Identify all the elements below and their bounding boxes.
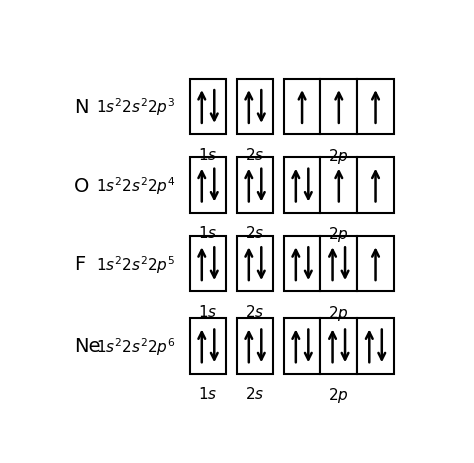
Text: $1s^22s^22p^6$: $1s^22s^22p^6$: [96, 335, 175, 357]
Text: $2s$: $2s$: [246, 146, 264, 162]
Bar: [237, 319, 273, 374]
Text: $2s$: $2s$: [246, 385, 264, 401]
Bar: [357, 80, 394, 135]
Text: $1s^22s^22p^4$: $1s^22s^22p^4$: [96, 175, 175, 196]
Bar: [320, 158, 357, 213]
Bar: [190, 80, 227, 135]
Text: $1s^22s^22p^5$: $1s^22s^22p^5$: [96, 253, 175, 275]
Bar: [320, 237, 357, 292]
Text: $1s^22s^22p^3$: $1s^22s^22p^3$: [96, 96, 175, 118]
Text: N: N: [74, 98, 89, 117]
Bar: [357, 237, 394, 292]
Bar: [284, 237, 320, 292]
Bar: [357, 319, 394, 374]
Text: $2p$: $2p$: [328, 146, 349, 165]
Bar: [284, 80, 320, 135]
Text: O: O: [74, 176, 89, 195]
Bar: [284, 319, 320, 374]
Text: $2s$: $2s$: [246, 303, 264, 319]
Bar: [357, 158, 394, 213]
Bar: [237, 158, 273, 213]
Bar: [320, 319, 357, 374]
Bar: [190, 237, 227, 292]
Bar: [237, 237, 273, 292]
Bar: [190, 319, 227, 374]
Text: Ne: Ne: [74, 337, 100, 356]
Bar: [320, 80, 357, 135]
Bar: [284, 158, 320, 213]
Text: $1s$: $1s$: [198, 385, 218, 401]
Text: $2p$: $2p$: [328, 303, 349, 322]
Text: $1s$: $1s$: [198, 303, 218, 319]
Text: $1s$: $1s$: [198, 146, 218, 162]
Bar: [237, 80, 273, 135]
Bar: [190, 158, 227, 213]
Text: $1s$: $1s$: [198, 225, 218, 241]
Text: F: F: [74, 255, 85, 274]
Text: $2p$: $2p$: [328, 385, 349, 404]
Text: $2p$: $2p$: [328, 225, 349, 244]
Text: $2s$: $2s$: [246, 225, 264, 241]
